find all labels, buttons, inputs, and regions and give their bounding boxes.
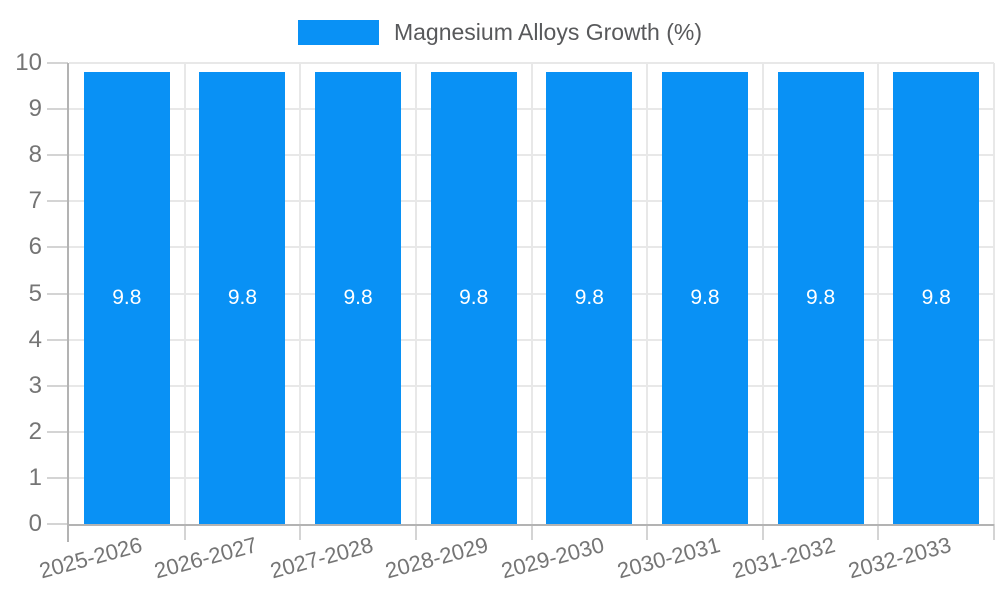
x-axis-tick (646, 524, 649, 540)
y-axis-tick (47, 292, 68, 295)
y-tick-label: 5 (28, 279, 42, 307)
x-axis-tick (299, 524, 302, 540)
y-axis-tick (47, 338, 68, 341)
y-axis-tick (47, 476, 68, 479)
y-axis-tick (47, 246, 68, 249)
x-axis-line (67, 524, 994, 526)
bar[interactable] (430, 72, 517, 524)
bar[interactable] (661, 72, 748, 524)
legend: Magnesium Alloys Growth (%) (0, 12, 1000, 52)
y-tick-label: 8 (28, 141, 42, 169)
y-axis-tick (47, 200, 68, 203)
legend-label: Magnesium Alloys Growth (%) (393, 18, 703, 45)
x-tick-label: 2031-2032 (729, 532, 839, 584)
bar-value-label: 9.8 (574, 286, 604, 310)
y-tick-label: 10 (15, 49, 42, 76)
bar[interactable] (893, 72, 980, 524)
y-axis-line (67, 63, 69, 542)
bar[interactable] (546, 72, 633, 524)
x-gridline (761, 63, 764, 524)
y-tick-label: 6 (28, 233, 42, 261)
x-tick-label: 2027-2028 (267, 532, 376, 584)
y-axis-tick (47, 384, 68, 387)
y-tick-label: 4 (28, 325, 42, 353)
y-axis-tick (47, 108, 68, 111)
x-gridline (183, 63, 186, 524)
x-gridline (877, 63, 880, 524)
x-axis-tick (183, 524, 186, 540)
x-gridline (993, 63, 995, 524)
x-gridline (530, 63, 533, 524)
legend-swatch (297, 19, 379, 45)
y-tick-label: 9 (28, 95, 42, 123)
y-tick-label: 3 (28, 371, 42, 399)
x-axis-tick (530, 524, 533, 540)
bar-value-label: 9.8 (343, 286, 373, 310)
y-tick-label: 0 (28, 510, 42, 537)
x-axis-tick (877, 524, 880, 540)
x-axis-tick (761, 524, 764, 540)
x-tick-label: 2028-2029 (383, 532, 492, 584)
x-tick-label: 2032-2033 (845, 532, 954, 584)
bar-value-label: 9.8 (112, 286, 142, 310)
x-gridline (299, 63, 302, 524)
bar[interactable] (83, 72, 170, 524)
y-tick-label: 1 (28, 463, 42, 491)
x-tick-label: 2025-2026 (36, 532, 145, 584)
x-axis-tick (414, 524, 417, 540)
bar[interactable] (777, 72, 864, 524)
y-tick-label: 2 (28, 417, 42, 445)
bar[interactable] (315, 72, 402, 524)
y-tick-label: 7 (28, 187, 42, 215)
y-axis-tick (47, 430, 68, 433)
x-tick-label: 2029-2030 (498, 532, 607, 584)
x-axis-tick (993, 524, 995, 540)
y-axis-tick (47, 523, 68, 525)
y-axis-tick (47, 62, 68, 64)
bar-value-label: 9.8 (690, 286, 720, 310)
x-gridline (646, 63, 649, 524)
x-tick-label: 2030-2031 (614, 532, 723, 584)
bar-value-label: 9.8 (805, 286, 836, 310)
bar-value-label: 9.8 (921, 286, 951, 310)
y-axis-tick (47, 154, 68, 157)
bar-value-label: 9.8 (459, 286, 489, 310)
bar[interactable] (199, 72, 286, 524)
x-tick-label: 2026-2027 (151, 532, 260, 584)
bar-value-label: 9.8 (227, 286, 258, 310)
x-gridline (414, 63, 417, 524)
